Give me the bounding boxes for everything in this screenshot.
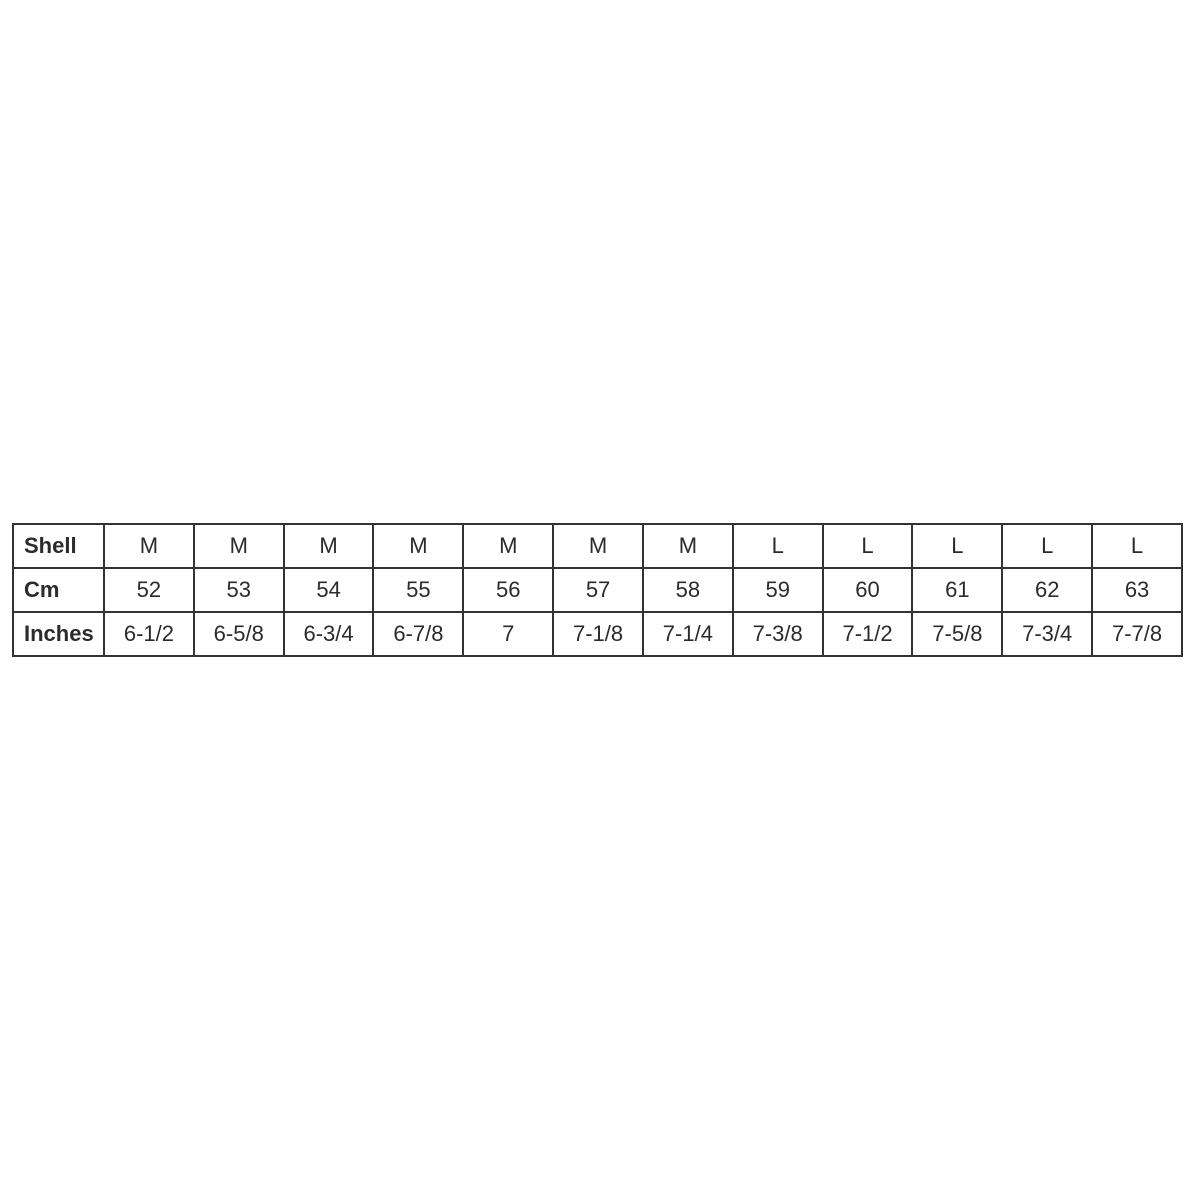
table-cell: M	[192, 523, 285, 569]
table-cell: 52	[103, 567, 195, 613]
table-cell: M	[103, 523, 195, 569]
table-cell: 7	[462, 611, 555, 657]
row-header-inches: Inches	[12, 611, 105, 657]
table-cell: M	[552, 523, 644, 569]
table-row-cm: Cm 52 53 54 55 56 57 58 59 60 61 62 63	[12, 567, 1183, 613]
table-cell: 53	[192, 567, 285, 613]
table-cell: 7-5/8	[911, 611, 1004, 657]
table-cell: 54	[282, 567, 375, 613]
table-cell: L	[1001, 523, 1094, 569]
table-cell: 56	[462, 567, 555, 613]
table-cell: 7-3/8	[731, 611, 824, 657]
table-cell: 6-5/8	[192, 611, 285, 657]
table-cell: L	[1091, 523, 1183, 569]
size-chart-table: Shell M M M M M M M L L L L L Cm 52 53 54 55 56 57 58 59 60 61 6…	[12, 523, 1183, 657]
table-cell: 59	[731, 567, 824, 613]
table-cell: 60	[821, 567, 914, 613]
table-cell: 7-1/4	[641, 611, 734, 657]
table-row-shell: Shell M M M M M M M L L L L L	[12, 523, 1183, 569]
table-cell: L	[911, 523, 1004, 569]
table-cell: M	[282, 523, 375, 569]
table-cell: 7-7/8	[1091, 611, 1183, 657]
table-cell: 6-7/8	[372, 611, 465, 657]
table-cell: L	[821, 523, 914, 569]
table-cell: 6-3/4	[282, 611, 375, 657]
size-chart-container: Shell M M M M M M M L L L L L Cm 52 53 54 55 56 57 58 59 60 61 6…	[12, 523, 1183, 657]
table-cell: M	[462, 523, 555, 569]
table-cell: 6-1/2	[103, 611, 195, 657]
table-cell: 7-1/2	[821, 611, 914, 657]
row-header-shell: Shell	[12, 523, 105, 569]
table-cell: 58	[641, 567, 734, 613]
table-cell: 55	[372, 567, 465, 613]
table-cell: 57	[552, 567, 644, 613]
table-row-inches: Inches 6-1/2 6-5/8 6-3/4 6-7/8 7 7-1/8 7-1/4 7-3…	[12, 611, 1183, 657]
table-cell: 61	[911, 567, 1004, 613]
table-cell: 7-1/8	[552, 611, 644, 657]
table-cell: L	[731, 523, 824, 569]
table-cell: 63	[1091, 567, 1183, 613]
table-cell: 62	[1001, 567, 1094, 613]
size-chart-body: Shell M M M M M M M L L L L L Cm 52 53 54 55 56 57 58 59 60 61 6…	[12, 523, 1183, 657]
table-cell: 7-3/4	[1001, 611, 1094, 657]
table-cell: M	[372, 523, 465, 569]
row-header-cm: Cm	[12, 567, 105, 613]
table-cell: M	[641, 523, 734, 569]
